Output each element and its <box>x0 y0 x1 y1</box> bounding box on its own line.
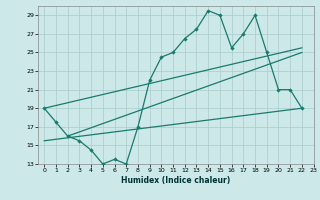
X-axis label: Humidex (Indice chaleur): Humidex (Indice chaleur) <box>121 176 231 185</box>
